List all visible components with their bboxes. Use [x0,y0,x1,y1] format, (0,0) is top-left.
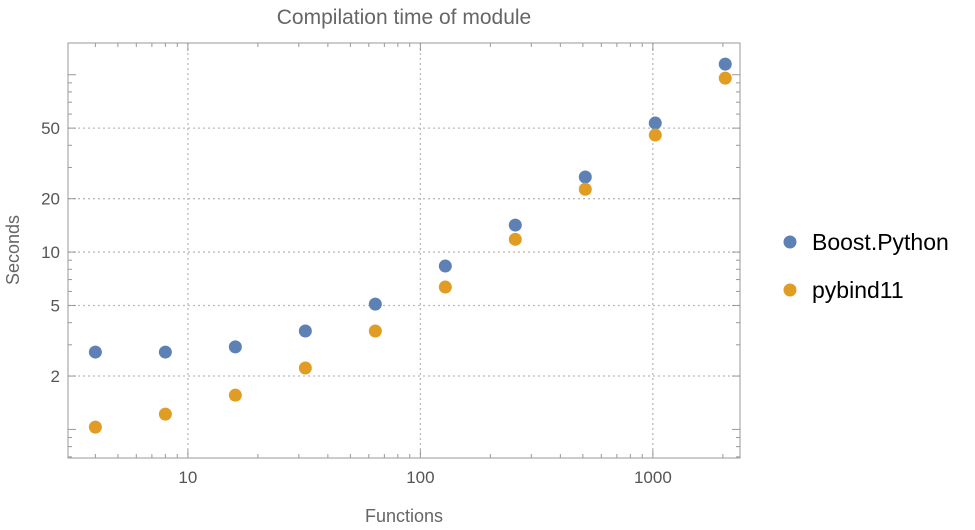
data-point-boost-python [368,297,382,311]
data-point-pybind11 [158,407,172,421]
data-point-pybind11 [368,324,382,338]
data-point-pybind11 [88,420,102,434]
y-tick-label: 10 [41,243,60,262]
x-tick-label: 100 [406,468,434,487]
legend: Boost.Python pybind11 [783,229,949,303]
data-point-pybind11 [648,128,662,142]
y-tick-label: 50 [41,119,60,138]
data-point-pybind11 [578,182,592,196]
data-point-boost-python [88,345,102,359]
data-point-boost-python [648,116,662,130]
data-point-pybind11 [438,280,452,294]
data-point-pybind11 [718,71,732,85]
data-point-boost-python [508,218,522,232]
legend-label-pybind11: pybind11 [812,277,904,303]
legend-marker-boost-python [783,235,797,249]
y-axis-label: Seconds [3,215,23,285]
plot-frame [67,42,741,459]
legend-label-boost-python: Boost.Python [812,229,949,255]
data-point-pybind11 [298,361,312,375]
y-tick-label: 5 [51,296,60,315]
data-point-boost-python [718,57,732,71]
legend-marker-pybind11 [783,283,797,297]
x-tick-label: 1000 [634,468,672,487]
chart-title: Compilation time of module [277,6,531,29]
data-point-boost-python [158,345,172,359]
ticks: 10 100 1000 2 5 10 20 50 [41,43,740,487]
x-axis-label: Functions [365,506,443,525]
data-point-pybind11 [508,232,522,246]
grid [68,43,740,458]
data-point-boost-python [578,170,592,184]
data-point-boost-python [298,324,312,338]
data-point-boost-python [438,259,452,273]
x-tick-label: 10 [178,468,197,487]
points [88,57,732,434]
data-point-boost-python [228,340,242,354]
y-tick-label: 2 [51,367,60,386]
data-point-pybind11 [228,388,242,402]
y-tick-label: 20 [41,190,60,209]
